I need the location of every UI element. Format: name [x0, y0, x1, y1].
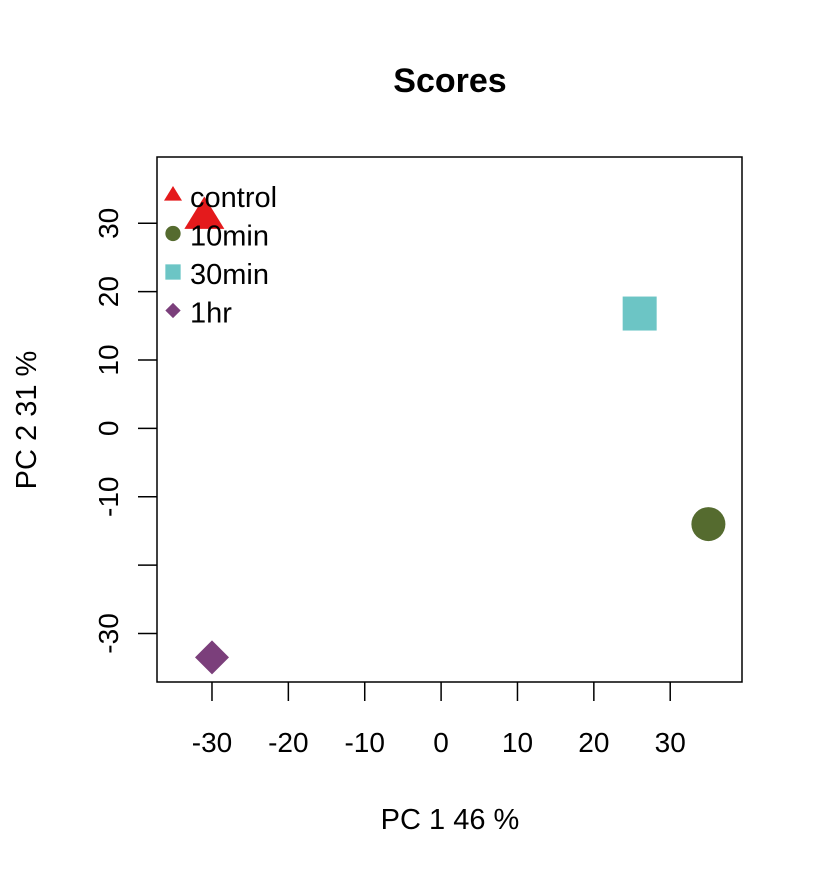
- plot-frame: [156, 156, 743, 683]
- y-axis: -30 -10 0 10 20 30: [93, 208, 157, 654]
- x-tick-label: 10: [502, 727, 533, 758]
- legend-key-30min: [165, 264, 181, 280]
- point-30min: [622, 296, 657, 331]
- x-tick-label: -10: [344, 727, 384, 758]
- legend-entry-10min: 10min: [190, 221, 269, 253]
- x-tick-label: -20: [268, 727, 308, 758]
- legend-entry-30min: 30min: [190, 259, 269, 291]
- chart-title: Scores: [393, 62, 506, 100]
- x-tick-label: 0: [433, 727, 449, 758]
- legend-key-10min: [165, 225, 181, 242]
- y-tick-label: 0: [93, 421, 124, 437]
- x-tick-label: 20: [578, 727, 609, 758]
- y-tick-label: 30: [93, 208, 124, 239]
- y-axis-label: PC 2 31 %: [11, 351, 43, 490]
- point-control: [184, 196, 225, 229]
- y-tick-label: -10: [93, 477, 124, 517]
- data-points: [184, 196, 726, 675]
- point-10min: [691, 507, 726, 542]
- legend: control 10min 30min 1hr: [164, 182, 277, 330]
- legend-entry-1hr: 1hr: [190, 298, 232, 330]
- y-tick-label: -30: [93, 613, 124, 653]
- y-tick-label: 20: [93, 276, 124, 307]
- x-tick-label: -30: [192, 727, 232, 758]
- legend-key-control: [164, 186, 182, 201]
- x-axis: -30 -20 -10 0 10 20 30: [192, 682, 686, 758]
- x-tick-label: 30: [655, 727, 686, 758]
- legend-key-1hr: [165, 302, 181, 319]
- x-axis-label: PC 1 46 %: [381, 804, 520, 836]
- point-1hr: [194, 640, 229, 675]
- y-tick-label: 10: [93, 344, 124, 375]
- legend-entry-control: control: [190, 182, 277, 214]
